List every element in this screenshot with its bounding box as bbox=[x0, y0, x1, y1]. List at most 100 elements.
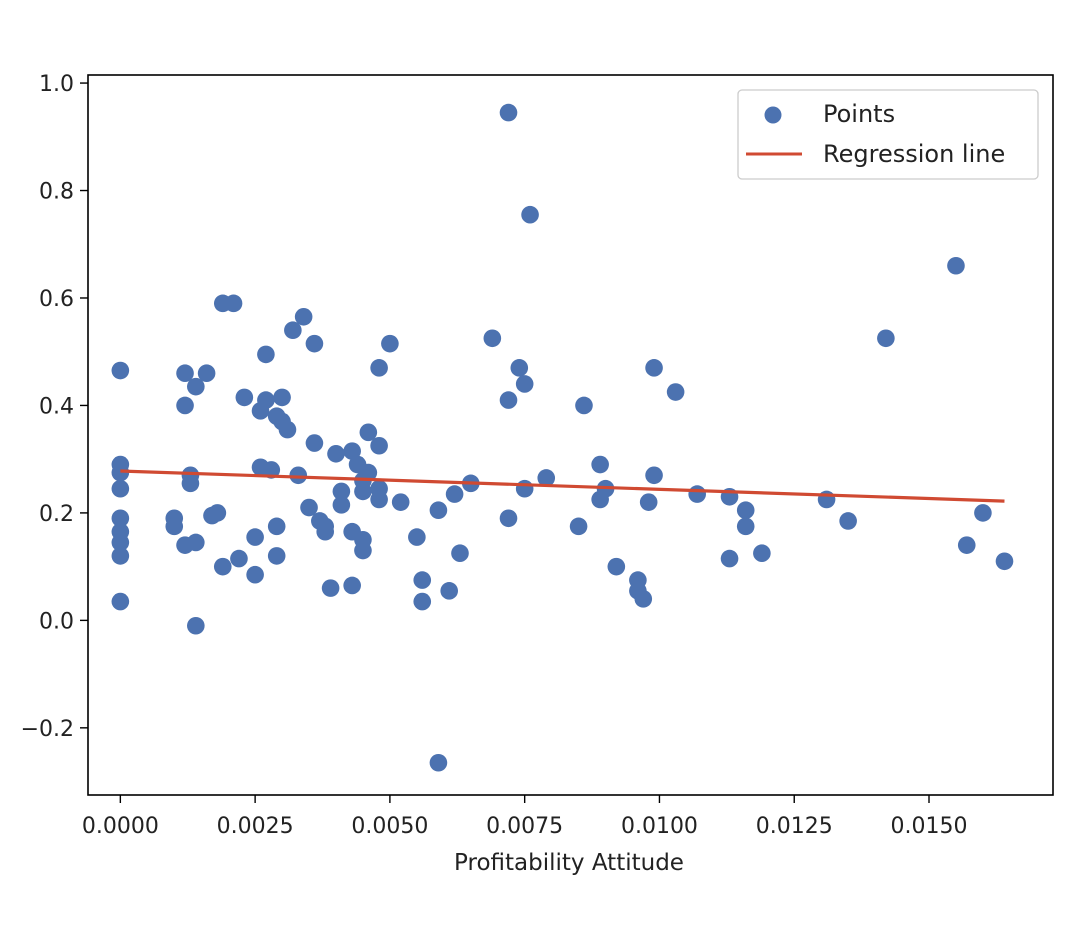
x-tick-label: 0.0050 bbox=[351, 814, 428, 839]
data-point bbox=[974, 504, 992, 522]
data-point bbox=[413, 571, 432, 589]
plot-area bbox=[111, 103, 1014, 772]
data-point bbox=[300, 498, 318, 517]
data-point bbox=[327, 445, 345, 463]
data-point bbox=[267, 517, 286, 536]
data-point bbox=[111, 547, 130, 565]
data-point bbox=[246, 528, 264, 546]
data-point bbox=[515, 479, 534, 498]
data-point bbox=[246, 565, 264, 584]
data-point bbox=[483, 329, 502, 348]
data-point bbox=[736, 501, 755, 520]
data-point bbox=[645, 466, 663, 485]
data-point bbox=[499, 103, 518, 122]
data-point bbox=[332, 496, 351, 514]
data-point bbox=[391, 493, 410, 511]
data-point bbox=[267, 547, 286, 565]
data-point bbox=[370, 490, 388, 509]
data-point bbox=[537, 469, 556, 487]
data-point bbox=[575, 396, 593, 415]
x-tick-label: 0.0100 bbox=[621, 814, 698, 839]
data-point bbox=[262, 461, 281, 479]
x-tick-label: 0.0125 bbox=[756, 814, 833, 839]
data-point bbox=[521, 205, 539, 224]
x-axis-label: Profitability Attitude bbox=[454, 850, 684, 876]
data-point bbox=[354, 541, 372, 560]
data-point bbox=[305, 434, 324, 452]
data-point bbox=[294, 307, 313, 326]
legend-marker-points bbox=[764, 106, 782, 124]
data-point bbox=[499, 391, 518, 409]
data-point bbox=[515, 375, 534, 393]
x-tick-label: 0.0150 bbox=[891, 814, 968, 839]
x-tick-label: 0.0025 bbox=[217, 814, 294, 839]
data-point bbox=[720, 549, 739, 568]
data-point bbox=[413, 592, 432, 611]
data-point bbox=[305, 334, 324, 353]
data-point bbox=[235, 388, 254, 407]
y-tick-label: −0.2 bbox=[21, 717, 74, 742]
data-point bbox=[370, 359, 388, 377]
data-point bbox=[947, 256, 965, 275]
data-point bbox=[213, 557, 232, 576]
y-axis: −0.2 0.0 0.2 0.4 0.6 0.8 1.0 bbox=[21, 72, 88, 742]
legend: Points Regression line bbox=[737, 89, 1039, 180]
data-point bbox=[257, 391, 275, 409]
data-point bbox=[429, 753, 448, 772]
data-point bbox=[510, 359, 529, 377]
data-point bbox=[197, 364, 216, 383]
data-point bbox=[753, 544, 771, 563]
data-point bbox=[321, 579, 340, 597]
data-point bbox=[359, 463, 378, 482]
y-tick-label: 0.4 bbox=[39, 394, 74, 419]
data-point bbox=[208, 504, 227, 522]
data-point bbox=[736, 517, 755, 536]
data-point bbox=[666, 383, 685, 401]
data-point bbox=[381, 334, 399, 353]
data-point bbox=[440, 582, 459, 600]
data-point bbox=[224, 294, 243, 313]
data-point bbox=[877, 329, 895, 348]
data-point bbox=[230, 549, 248, 568]
legend-frame bbox=[737, 89, 1039, 180]
data-point bbox=[316, 517, 335, 536]
data-point bbox=[634, 590, 653, 608]
data-point bbox=[273, 388, 291, 407]
data-point bbox=[111, 533, 130, 552]
data-point bbox=[111, 509, 130, 528]
axes-frame bbox=[87, 74, 1054, 796]
data-point bbox=[343, 576, 361, 595]
data-point bbox=[278, 420, 297, 439]
data-point bbox=[181, 474, 200, 493]
y-tick-label: 1.0 bbox=[39, 72, 74, 97]
data-point bbox=[645, 359, 663, 377]
data-point bbox=[408, 528, 426, 546]
data-point bbox=[569, 517, 588, 536]
x-axis: 0.0000 0.0025 0.0050 0.0075 0.0100 0.0125 0.01… bbox=[82, 795, 968, 839]
legend-label-points: Points bbox=[823, 100, 895, 128]
data-point bbox=[332, 482, 351, 501]
y-tick-label: 0.2 bbox=[39, 502, 74, 527]
data-point bbox=[187, 533, 205, 552]
data-point bbox=[499, 509, 518, 528]
data-point bbox=[688, 485, 706, 503]
data-point bbox=[591, 455, 609, 474]
data-point bbox=[187, 616, 205, 635]
x-tick-label: 0.0000 bbox=[82, 814, 159, 839]
data-point bbox=[957, 536, 976, 554]
regression-line bbox=[120, 469, 1005, 503]
x-tick-label: 0.0075 bbox=[486, 814, 563, 839]
data-point bbox=[187, 377, 205, 396]
data-point bbox=[429, 501, 448, 520]
data-point bbox=[111, 463, 130, 482]
data-point bbox=[176, 396, 194, 415]
data-point bbox=[354, 482, 372, 501]
data-point bbox=[289, 466, 308, 485]
data-point bbox=[257, 345, 275, 364]
data-point bbox=[995, 552, 1014, 571]
data-point bbox=[343, 442, 361, 460]
data-point bbox=[451, 544, 469, 563]
y-tick-label: 0.0 bbox=[39, 609, 74, 634]
data-point bbox=[284, 321, 302, 340]
